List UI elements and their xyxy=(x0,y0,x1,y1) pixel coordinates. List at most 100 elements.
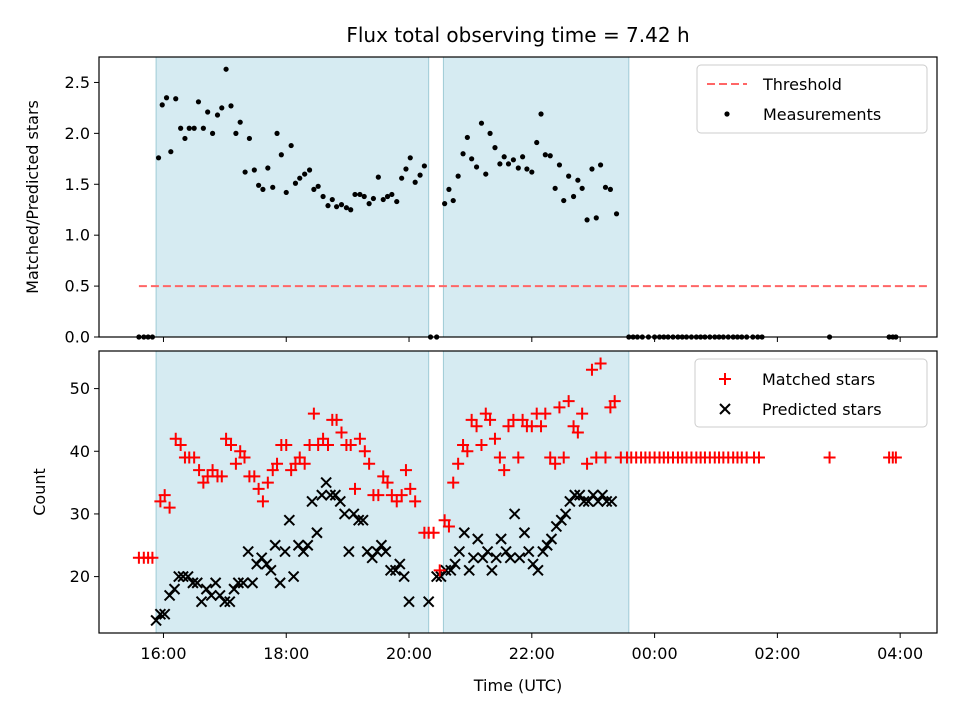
measurement-point xyxy=(446,186,452,192)
predicted-point xyxy=(422,595,435,608)
matched-point xyxy=(457,439,470,451)
top-y-tick-label: 0.5 xyxy=(65,277,90,296)
matched-point xyxy=(399,464,412,477)
bottom-legend: Matched stars Predicted stars xyxy=(694,358,928,428)
matched-point xyxy=(293,451,306,464)
measurement-point xyxy=(278,152,284,158)
x-tick-label: 02:00 xyxy=(754,644,800,663)
predicted-point xyxy=(481,545,494,558)
measurement-point xyxy=(515,165,521,171)
matched-point xyxy=(488,432,501,445)
measurement-point xyxy=(357,191,363,198)
measurement-point xyxy=(329,196,335,203)
bottom-y-tick-label: 30 xyxy=(70,504,90,523)
matched-point xyxy=(498,464,511,477)
predicted-point xyxy=(545,533,558,545)
legend-predicted-label: Predicted stars xyxy=(762,400,882,419)
measurement-point xyxy=(589,166,595,172)
matched-point xyxy=(344,439,357,451)
legend-matched-label: Matched stars xyxy=(762,370,875,389)
matched-point xyxy=(238,451,251,464)
matched-point xyxy=(229,457,242,470)
top-legend: Threshold Measurements xyxy=(696,64,928,134)
measurement-point xyxy=(283,189,289,196)
predicted-point xyxy=(440,564,452,577)
measurement-point xyxy=(487,130,493,136)
matched-point xyxy=(298,457,311,470)
measurement-point xyxy=(561,197,567,204)
top-y-tick-label: 2.5 xyxy=(65,73,90,92)
predicted-point xyxy=(209,577,222,589)
measurement-point xyxy=(163,95,170,101)
measurement-point xyxy=(602,184,609,190)
matched-point xyxy=(549,457,562,470)
measurement-point xyxy=(209,130,216,136)
matched-point xyxy=(535,420,548,433)
top-y-ticks: 0.0 0.5 1.0 1.5 2.0 2.5 xyxy=(65,73,99,347)
matched-point xyxy=(390,495,403,508)
measurement-point xyxy=(311,186,317,192)
measurement-point xyxy=(178,125,184,131)
predicted-point xyxy=(158,608,171,620)
top-legend-box xyxy=(696,64,928,134)
measurement-point xyxy=(333,204,340,210)
matched-point xyxy=(353,432,366,445)
matched-point xyxy=(252,482,265,495)
measurement-point xyxy=(464,134,470,141)
matched-point xyxy=(604,401,617,414)
measurement-point xyxy=(219,105,225,111)
predicted-point xyxy=(265,564,277,577)
measurement-point xyxy=(607,186,613,192)
bottom-y-tick-label: 50 xyxy=(70,379,90,398)
predicted-point xyxy=(445,564,457,577)
matched-point xyxy=(823,451,836,464)
measurement-point xyxy=(384,193,391,200)
measurement-point xyxy=(529,169,535,175)
measurement-point xyxy=(579,185,585,191)
bottom-y-tick-label: 20 xyxy=(70,567,90,586)
matched-point xyxy=(358,445,371,458)
measurement-point xyxy=(394,198,400,205)
matched-point xyxy=(427,526,440,539)
matched-point xyxy=(169,432,182,445)
matched-point xyxy=(475,439,488,451)
measurement-point xyxy=(492,145,498,151)
predicted-point xyxy=(601,495,613,508)
legend-measurements-swatch xyxy=(724,111,730,117)
predicted-point xyxy=(523,545,535,558)
matched-point xyxy=(256,495,269,508)
predicted-point xyxy=(592,495,604,508)
measurement-point xyxy=(380,196,386,203)
legend-matched-swatch xyxy=(719,373,731,385)
measurement-point xyxy=(370,195,377,202)
measurement-point xyxy=(173,96,179,102)
bottom-axes-frame xyxy=(98,350,938,634)
measurement-point xyxy=(478,120,485,126)
measurement-point xyxy=(361,193,367,200)
predicted-point xyxy=(187,577,199,589)
predicted-point xyxy=(316,489,328,501)
matched-point xyxy=(330,413,343,426)
matched-point xyxy=(146,551,159,564)
legend-measurements-label: Measurements xyxy=(763,105,881,124)
matched-point xyxy=(234,445,247,458)
matched-point xyxy=(261,476,274,489)
measurement-point xyxy=(186,125,192,131)
measurement-point xyxy=(223,66,229,72)
predicted-point xyxy=(371,545,383,558)
bottom-x-ticks: 16:00 18:00 20:00 22:00 00:00 02:00 04:00 xyxy=(140,633,923,663)
predicted-point xyxy=(269,539,281,551)
measurement-point xyxy=(297,175,303,181)
predicted-point xyxy=(150,614,162,627)
predicted-point xyxy=(605,495,618,508)
measurement-point xyxy=(159,102,165,108)
predicted-point xyxy=(205,589,218,602)
matched-point xyxy=(163,501,176,514)
matched-point xyxy=(461,445,474,458)
x-tick-label: 22:00 xyxy=(509,644,555,663)
matched-point xyxy=(544,451,557,464)
measurement-point xyxy=(399,175,405,181)
x-tick-label: 16:00 xyxy=(140,644,186,663)
predicted-point xyxy=(306,495,318,508)
matched-point xyxy=(576,407,589,420)
